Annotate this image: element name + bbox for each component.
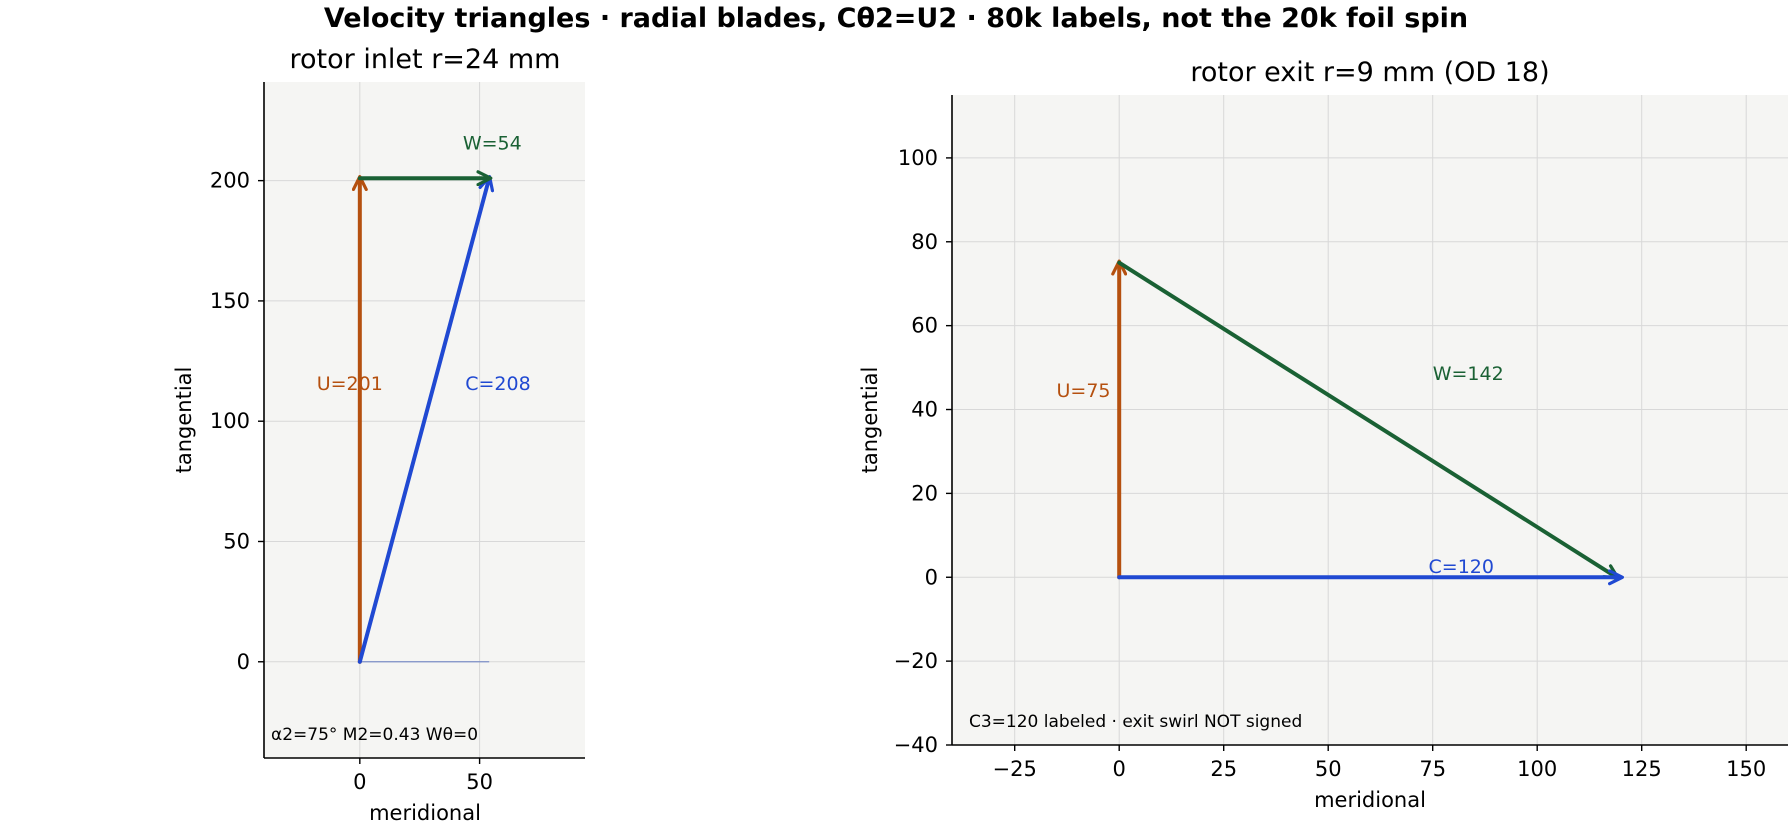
inlet-vector-label-U: U=201	[317, 373, 383, 395]
inlet-y-tick-label: 200	[210, 169, 250, 193]
exit-y-tick-label: −40	[894, 733, 938, 757]
exit-x-tick-label: 0	[1113, 757, 1126, 781]
exit-vector-label-W: W=142	[1433, 363, 1504, 385]
exit-x-tick-label: 100	[1517, 757, 1557, 781]
exit-y-tick-label: 20	[911, 481, 938, 505]
exit-xlabel: meridional	[1314, 788, 1426, 812]
inlet-vector-label-W: W=54	[463, 132, 522, 154]
inlet-x-tick-label: 50	[466, 770, 493, 794]
exit-y-tick-label: 60	[911, 314, 938, 338]
exit-x-tick-label: 25	[1210, 757, 1237, 781]
exit-ylabel: tangential	[858, 367, 882, 474]
exit-vector-W	[1117, 260, 1620, 580]
exit-x-tick-label: 50	[1315, 757, 1342, 781]
figure-title: Velocity triangles · radial blades, Cθ2=…	[324, 3, 1468, 34]
inlet-annotation: α2=75° M2=0.43 Wθ=0	[271, 725, 478, 745]
exit-vector-label-U: U=75	[1057, 380, 1111, 402]
exit-vector-label-C: C=120	[1429, 556, 1494, 578]
exit-y-tick-label: 80	[911, 230, 938, 254]
exit-x-tick-label: 75	[1419, 757, 1446, 781]
exit-panel-title: rotor exit r=9 mm (OD 18)	[1190, 57, 1549, 88]
exit-y-tick-label: 100	[898, 146, 938, 170]
inlet-vector-C	[357, 175, 495, 664]
exit-x-tick-label: 125	[1622, 757, 1662, 781]
inlet-y-tick-label: 150	[210, 289, 250, 313]
inlet-xlabel: meridional	[369, 801, 481, 825]
exit-x-tick-label: 150	[1726, 757, 1766, 781]
exit-y-tick-label: −20	[894, 649, 938, 673]
inlet-y-tick-label: 0	[237, 650, 250, 674]
inlet-y-tick-label: 50	[223, 529, 250, 553]
inlet-vector-label-C: C=208	[465, 373, 530, 395]
exit-y-tick-label: 0	[925, 565, 938, 589]
inlet-ylabel: tangential	[172, 367, 196, 474]
exit-y-tick-label: 40	[911, 398, 938, 422]
inlet-y-tick-label: 100	[210, 409, 250, 433]
exit-x-tick-label: −25	[993, 757, 1037, 781]
exit-annotation: C3=120 labeled · exit swirl NOT signed	[969, 712, 1302, 732]
inlet-panel-title: rotor inlet r=24 mm	[290, 44, 561, 75]
inlet-x-tick-label: 0	[353, 770, 366, 794]
exit-panel: −25 0 25 50 75 100 125 150 −40 −20 0 20 40 60 80 100 U=7…	[858, 57, 1788, 812]
inlet-panel: 0 50 0 50 100 150 200 U=201 C=208 W=54 rotor inlet…	[172, 44, 585, 825]
